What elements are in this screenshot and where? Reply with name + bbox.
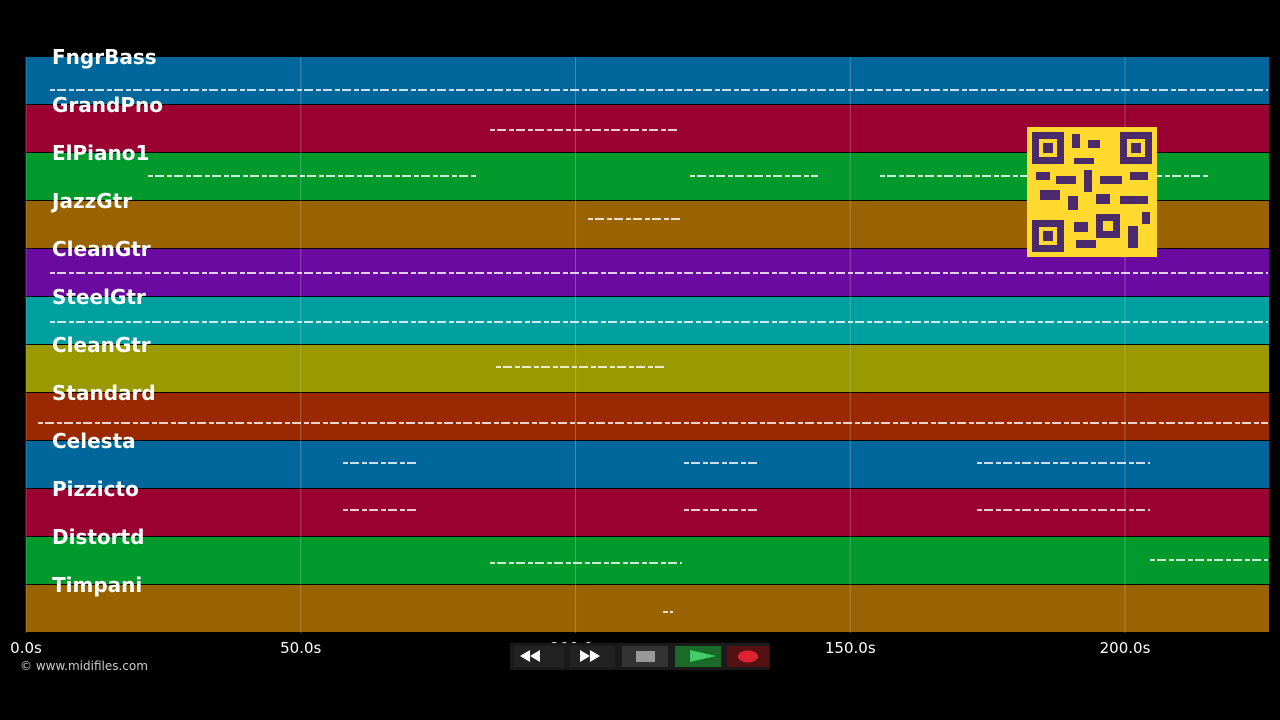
track-name: JazzGtr	[50, 189, 132, 213]
stop-button[interactable]	[622, 646, 668, 667]
copyright: © www.midifiles.com	[20, 659, 148, 673]
tick-label: 50.0s	[280, 639, 321, 657]
track-name: Distortd	[52, 525, 144, 549]
track-band	[26, 297, 1269, 344]
track-band	[26, 441, 1269, 488]
track-band	[26, 57, 1269, 104]
track-band	[26, 585, 1269, 632]
play-button[interactable]	[675, 646, 721, 667]
track-name: CleanGtr	[52, 333, 151, 357]
track-name: Pizzicto	[52, 477, 139, 501]
transport-controls	[510, 643, 770, 670]
track-name: GrandPno	[52, 93, 163, 117]
tick-label: 0.0s	[10, 639, 42, 657]
record-button[interactable]	[727, 646, 769, 667]
track-name: ElPiano1	[52, 141, 149, 165]
track-name: CleanGtr	[52, 237, 151, 261]
track-band	[26, 537, 1269, 584]
track-name: Celesta	[52, 429, 136, 453]
tick-label: 200.0s	[1100, 639, 1151, 657]
track-band	[26, 489, 1269, 536]
track-name: SteelGtr	[52, 285, 146, 309]
track-name: Timpani	[52, 573, 142, 597]
track-name: Standard	[52, 381, 156, 405]
tick-label: 150.0s	[825, 639, 876, 657]
qr-code	[1027, 127, 1157, 257]
rewind-button[interactable]	[514, 646, 564, 667]
track-name: FngrBass	[52, 45, 157, 69]
forward-button[interactable]	[570, 646, 615, 667]
track-band	[26, 393, 1269, 440]
track-band	[26, 345, 1269, 392]
